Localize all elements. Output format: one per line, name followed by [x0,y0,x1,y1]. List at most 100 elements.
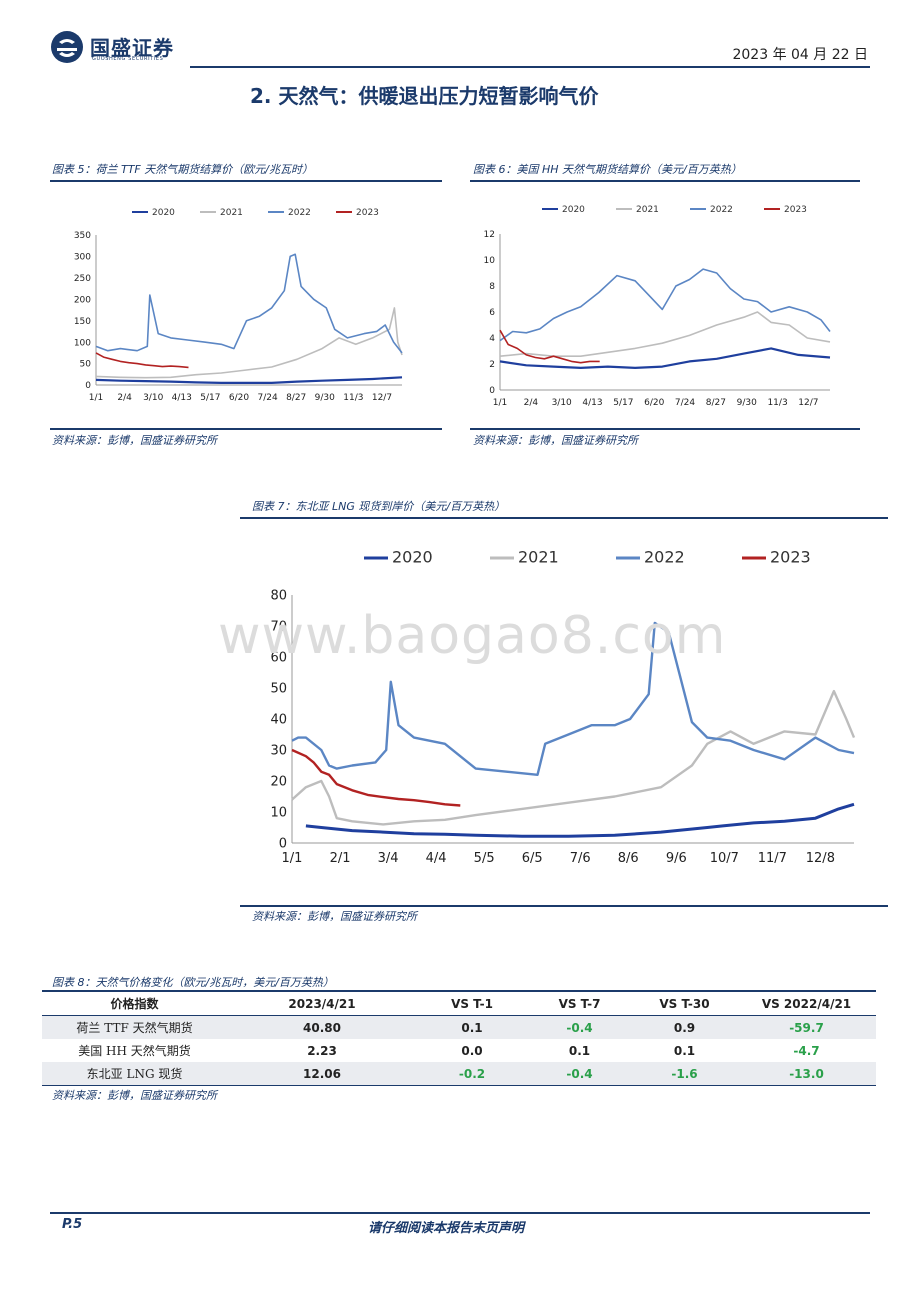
series-line-2022 [291,621,855,777]
x-tick-label: 3/10 [143,393,163,403]
legend-entry-2023: 2023 [336,208,379,218]
table-header-row: 价格指数 2023/4/21 VS T-1 VS T-7 VS T-30 VS … [42,992,876,1016]
fig8-source: 资料来源：彭博，国盛证券研究所 [52,1089,217,1102]
y-tick-label: 80 [270,589,287,604]
y-tick-label: 8 [489,282,495,292]
section-title: 2. 天然气：供暖退出压力短暂影响气价 [250,84,599,108]
row-value: -1.6 [671,1066,698,1081]
fig5-bottom-rule [50,428,442,430]
x-tick-label: 10/7 [710,851,739,866]
fig7-title: 图表 7：东北亚 LNG 现货到岸价（美元/百万英热） [252,500,506,513]
x-tick-label: 12/7 [372,393,392,403]
series-line-2020 [499,347,831,369]
x-tick-label: 4/4 [426,851,447,866]
x-tick-label: 7/24 [675,398,695,408]
y-tick-label: 10 [484,256,496,266]
x-tick-label: 1/1 [89,393,103,403]
x-tick-label: 6/5 [522,851,543,866]
row-value: 0.1 [673,1043,696,1058]
legend-entry-2020: 2020 [542,205,585,215]
row-value: -0.4 [566,1066,593,1081]
legend-label: 2020 [392,548,433,567]
fig8-bottom-rule [42,1085,876,1086]
x-tick-label: 9/30 [315,393,335,403]
series-line-2021 [291,689,856,826]
row-value: -59.7 [789,1020,824,1035]
table-row: 荷兰 TTF 天然气期货 40.80 0.1 -0.4 0.9 -59.7 [42,1015,876,1039]
x-tick-label: 6/20 [644,398,664,408]
company-logo: 国盛证券 GUOSHENG SECURITIES [50,28,190,66]
row-index-name: 美国 HH 天然气期货 [78,1044,191,1058]
y-tick-label: 250 [74,274,91,284]
x-tick-label: 11/7 [758,851,787,866]
x-tick-label: 3/4 [378,851,399,866]
legend-label: 2023 [784,205,807,215]
series-line-2023 [95,352,189,369]
legend-label: 2022 [288,208,311,218]
x-tick-label: 8/6 [618,851,639,866]
report-date: 2023 年 04 月 22 日 [732,47,868,63]
y-tick-label: 300 [74,253,91,263]
y-tick-label: 50 [80,360,92,370]
legend-label: 2023 [356,208,379,218]
x-tick-label: 9/6 [666,851,687,866]
fig6-source: 资料来源：彭博，国盛证券研究所 [473,434,638,447]
row-value: -0.2 [458,1066,486,1081]
legend-entry-2022: 2022 [616,548,685,567]
x-tick-label: 8/27 [286,393,306,403]
x-tick-label: 8/27 [706,398,726,408]
legend-label: 2022 [710,205,733,215]
fig8-title: 图表 8：天然气价格变化（欧元/兆瓦时，美元/百万英热） [52,976,334,989]
legend-label: 2021 [518,548,559,567]
legend-entry-2022: 2022 [268,208,311,218]
x-tick-label: 5/17 [613,398,633,408]
x-tick-label: 5/5 [474,851,495,866]
fig7-bottom-rule [240,905,888,907]
header-t1: VS T-1 [451,996,493,1011]
row-value: 12.06 [303,1066,341,1081]
header-rule [190,66,870,68]
series-line-2023 [291,748,461,807]
row-value: 0.0 [461,1043,483,1058]
watermark: www.baogao8.com [218,606,727,666]
page-number: P.5 [62,1217,83,1232]
fig5-chart: 2020 2021 2022 2023 0 50 100 150 200 250 300 350 1/1… [74,208,403,403]
fig6-top-rule [470,180,860,182]
y-tick-label: 20 [270,775,287,790]
x-tick-label: 11/3 [767,398,787,408]
row-value: -0.4 [566,1020,593,1035]
y-tick-label: 0 [85,381,91,391]
header-index: 价格指数 [110,997,159,1011]
legend-entry-2020: 2020 [132,208,175,218]
y-tick-label: 12 [484,230,495,240]
y-tick-label: 100 [74,338,91,348]
legend-label: 2021 [636,205,659,215]
legend-entry-2023: 2023 [764,205,807,215]
x-tick-label: 6/20 [229,393,249,403]
legend-label: 2020 [152,208,175,218]
y-tick-label: 4 [489,334,495,344]
x-tick-label: 11/3 [343,393,363,403]
fig6-bottom-rule [470,428,860,430]
company-name: 国盛证券 [90,36,174,60]
x-tick-label: 9/30 [737,398,757,408]
x-tick-label: 1/1 [493,398,507,408]
fig6-chart: 2020 2021 2022 2023 0 2 4 6 8 10 12 1/1 2/4 3/10 4/13 5… [484,205,831,408]
y-tick-label: 150 [74,317,91,327]
row-index-name: 荷兰 TTF 天然气期货 [76,1021,193,1035]
series-line-2022 [95,253,403,354]
legend-entry-2022: 2022 [690,205,733,215]
row-value: 40.80 [303,1020,341,1035]
legend-entry-2020: 2020 [364,548,433,567]
x-tick-label: 12/7 [798,398,818,408]
y-tick-label: 10 [270,806,287,821]
header-date: 2023/4/21 [288,996,356,1011]
fig7-chart: 2020 2021 2022 2023 0 10 20 30 40 50 60 70 80 1/1 2/1 3… [270,548,856,866]
series-line-2022 [499,268,831,342]
y-tick-label: 50 [270,682,287,697]
footer-rule [50,1212,870,1214]
x-tick-label: 7/24 [257,393,277,403]
price-change-table: 价格指数 2023/4/21 VS T-1 VS T-7 VS T-30 VS … [42,992,876,1085]
row-value: -13.0 [789,1066,824,1081]
x-tick-label: 7/6 [570,851,591,866]
